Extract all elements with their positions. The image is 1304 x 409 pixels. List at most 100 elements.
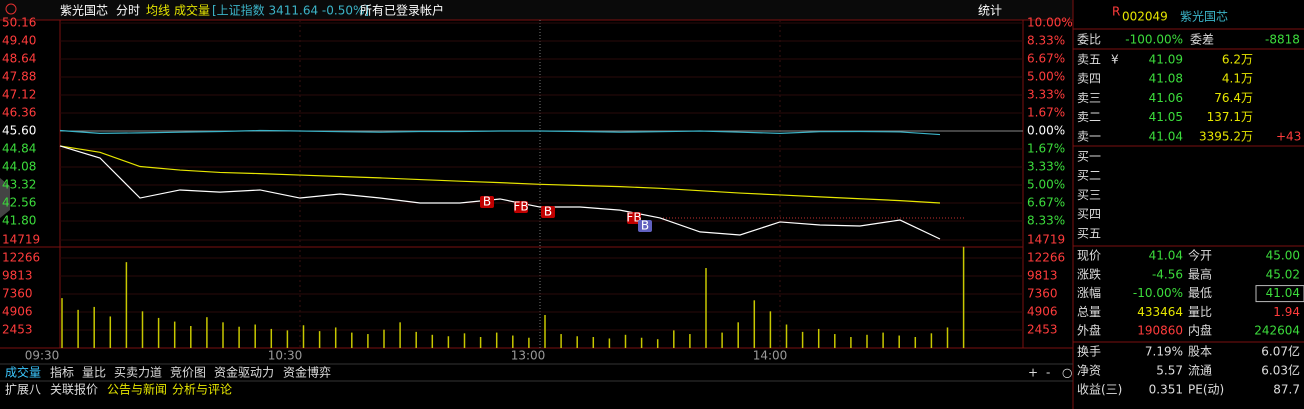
stat-label: 内盘 [1188, 323, 1212, 338]
pct-tick-label: 10.00% [1027, 16, 1073, 30]
time-label: 14:00 [753, 349, 788, 363]
volume-tick-label: 9813 [2, 268, 33, 282]
stats-button[interactable]: 统计 [978, 4, 1002, 18]
volume-tick-label: 9813 [1027, 268, 1058, 282]
ratio-value: -8818 [1265, 33, 1300, 47]
ask-label: 卖四 [1077, 72, 1101, 86]
volume-tick-label: 2453 [1027, 323, 1058, 337]
indicator-tab[interactable]: 成交量 [174, 3, 210, 18]
price-line [59, 145, 941, 240]
bid-label: 买一 [1077, 150, 1101, 164]
zoom-control[interactable]: - [1046, 366, 1050, 380]
ask-price: 41.08 [1149, 72, 1183, 86]
flag: R [1112, 5, 1120, 19]
pct-tick-label: 1.67% [1027, 142, 1065, 156]
menu-icon[interactable] [5, 3, 17, 15]
time-label: 09:30 [25, 349, 60, 363]
price-tick-label: 44.08 [2, 160, 36, 174]
volume-tick-label: 7360 [1027, 286, 1058, 300]
price-line [59, 129, 941, 136]
value-box [1255, 285, 1304, 303]
fund-label: 净资 [1077, 364, 1101, 378]
stat-label: 涨跌 [1077, 266, 1101, 281]
fund-label: 股本 [1188, 345, 1212, 359]
stat-label: 总量 [1077, 305, 1101, 319]
trade-marker-label: FB [513, 200, 528, 214]
ask-icon: ¥ [1111, 53, 1119, 67]
stat-value: 41.04 [1149, 249, 1183, 263]
bottom-tab[interactable]: 量比 [82, 366, 106, 380]
stat-label: 最高 [1188, 266, 1212, 281]
price-tick-label: 45.60 [2, 124, 36, 138]
pct-tick-label: 5.00% [1027, 178, 1065, 192]
fund-value: 7.19% [1145, 345, 1183, 359]
ask-price: 41.05 [1149, 110, 1183, 124]
bottom-tab[interactable]: 关联报价 [50, 382, 98, 397]
ask-label: 卖五 [1077, 53, 1101, 67]
ask-price: 41.04 [1149, 129, 1183, 143]
trade-marker-label: B [544, 205, 552, 219]
bottom-tab[interactable]: 公告与新闻 [107, 382, 167, 397]
price-tick-label: 42.56 [2, 196, 36, 210]
bottom-tab[interactable]: 资金驱动力 [214, 365, 274, 380]
stat-label: 量比 [1188, 305, 1212, 319]
bottom-tab[interactable]: 分析与评论 [172, 383, 232, 397]
view-tab[interactable]: 分时 [116, 4, 140, 18]
bid-label: 买二 [1077, 169, 1101, 183]
stock-name: 紫光国芯 [60, 4, 108, 18]
fund-label: 换手 [1077, 345, 1101, 359]
bid-label: 买四 [1077, 207, 1101, 221]
trade-marker-label: B [641, 219, 649, 233]
time-label: 13:00 [511, 349, 546, 363]
bottom-tab[interactable]: 扩展八 [5, 383, 41, 397]
trade-marker [627, 212, 641, 224]
ratio-label: 委差 [1190, 33, 1214, 47]
ask-price: 41.09 [1149, 53, 1183, 67]
ask-volume: 76.4万 [1214, 91, 1253, 105]
ask-label: 卖一 [1077, 129, 1101, 143]
price-tick-label: 48.64 [2, 52, 36, 66]
bottom-tab[interactable]: 资金博弈 [283, 365, 331, 380]
bottom-tab[interactable]: 指标 [50, 365, 74, 380]
price-tick-label: 44.84 [2, 142, 36, 156]
price-tick-label: 47.88 [2, 70, 36, 84]
ask-volume: 4.1万 [1222, 72, 1253, 86]
stat-value: -10.00% [1133, 286, 1183, 300]
stat-value: 1.94 [1273, 305, 1300, 319]
price-line [59, 145, 941, 204]
stat-value: 41.04 [1266, 286, 1300, 300]
ask-label: 卖二 [1077, 110, 1101, 124]
stock-code: 002049 [1122, 10, 1168, 24]
volume-tick-label: 14719 [1027, 233, 1065, 247]
trade-marker [638, 220, 652, 232]
bottom-tab[interactable]: 竞价图 [170, 366, 206, 380]
pct-tick-label: 8.33% [1027, 214, 1065, 228]
fund-label: 流通 [1188, 364, 1212, 378]
fund-value: 6.03亿 [1261, 363, 1300, 378]
volume-tick-label: 4906 [2, 305, 33, 319]
stat-value: 190860 [1137, 324, 1183, 338]
price-tick-label: 43.32 [2, 178, 36, 192]
pct-tick-label: 8.33% [1027, 34, 1065, 48]
stat-label: 外盘 [1077, 323, 1101, 338]
trade-marker [514, 201, 528, 213]
bottom-tab[interactable]: 成交量 [5, 365, 41, 380]
volume-tick-label: 7360 [2, 286, 33, 300]
zoom-control[interactable]: + [1028, 366, 1038, 380]
zoom-control[interactable]: ○ [1062, 366, 1072, 380]
trade-marker-label: FB [626, 211, 641, 225]
side-toggle[interactable] [0, 178, 10, 218]
toolbar [0, 0, 1073, 20]
ratio-value: -100.00% [1125, 33, 1183, 47]
stock-name: 紫光国芯 [1180, 10, 1228, 24]
indicator-tab[interactable]: 均线 [146, 4, 170, 18]
trade-marker [480, 196, 494, 208]
volume-tick-label: 12266 [2, 250, 40, 264]
bottom-tab[interactable]: 买卖力道 [114, 366, 162, 380]
stat-value: 45.00 [1266, 249, 1300, 263]
index-info: [上证指数 3411.64 -0.50%] [212, 3, 369, 18]
pct-tick-label: 3.33% [1027, 88, 1065, 102]
ask-volume: 3395.2万 [1199, 129, 1253, 143]
